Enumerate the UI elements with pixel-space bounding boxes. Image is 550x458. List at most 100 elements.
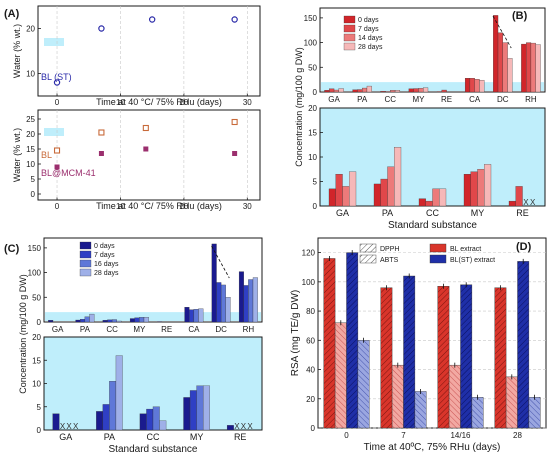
bar-my-s0	[129, 318, 135, 323]
zoom-region	[321, 82, 544, 91]
missing-marker: X	[523, 198, 529, 207]
y-tick-label: 20	[26, 25, 35, 34]
bar-rh-s2	[530, 42, 536, 93]
data-point-bl-st	[98, 25, 105, 32]
bar-rh-s3	[535, 44, 541, 93]
bar-3-day-0	[357, 340, 370, 429]
category-label: 28	[513, 431, 522, 440]
category-label: RE	[516, 208, 529, 218]
bar-dc-s1	[216, 282, 222, 323]
bar-2-day-2	[460, 284, 473, 429]
category-label: CC	[106, 325, 118, 334]
zoom-bar-pa-s2	[109, 381, 117, 431]
bar-my-s1	[413, 88, 419, 93]
y-tick-label: 15	[32, 356, 41, 365]
bar-ca-s1	[189, 309, 195, 323]
category-label: 7	[401, 431, 406, 440]
y-tick-label: 5	[37, 403, 42, 412]
missing-marker: X	[234, 422, 240, 431]
legend-swatch	[343, 33, 356, 42]
y-axis-label: RSA (mg TE/g DW)	[290, 290, 301, 377]
zoom-bar-my-s1	[189, 390, 197, 431]
bar-ca-s0	[184, 307, 190, 323]
zoom-bar-pa-s2	[387, 166, 395, 207]
zoom-bar-my-s1	[470, 171, 478, 207]
y-tick-label: 150	[28, 244, 42, 253]
bar-re-s1	[441, 89, 447, 93]
legend-label: BL(ST) extract	[450, 257, 495, 264]
x-axis-label: Standard substance	[388, 220, 477, 231]
legend-label: 28 days	[358, 44, 383, 51]
y-tick-label: 20	[306, 395, 315, 404]
bar-1-day-1	[391, 364, 404, 429]
zoom-bar-ga-s3	[349, 171, 357, 207]
x-tick-label: 20	[179, 98, 188, 107]
zoom-bar-cc-s0	[418, 198, 426, 207]
panel-label: (B)	[512, 10, 528, 22]
bar-dc-s0	[493, 15, 499, 93]
bar-rh-s1	[243, 285, 249, 323]
category-label: CC	[385, 95, 397, 104]
bar-dc-s3	[225, 297, 231, 323]
category-label: MY	[412, 95, 425, 104]
y-tick-label: 20	[32, 333, 41, 342]
bar-cc-s2	[390, 90, 396, 93]
bar-ga-s2	[333, 89, 339, 93]
zoom-bar-my-s3	[202, 385, 210, 431]
zoom-bar-cc-s1	[146, 408, 154, 431]
x-tick-label: 10	[116, 98, 125, 107]
zoom-bar-my-s2	[477, 169, 485, 207]
highlight-band	[44, 38, 64, 46]
legend-label: 7 days	[358, 26, 379, 33]
bar-2-day-1	[403, 275, 416, 429]
y-tick-label: 10	[308, 153, 317, 162]
bar-dc-s2	[502, 42, 508, 93]
zoom-bar-ga-s0	[52, 413, 60, 431]
legend-label: 28 days	[94, 270, 119, 277]
y-tick-label: 50	[308, 63, 317, 72]
bar-rh-s0	[521, 43, 527, 93]
y-tick-label: 100	[302, 278, 316, 287]
y-tick-label: 0	[37, 426, 42, 435]
bar-my-s0	[408, 88, 414, 93]
data-point-bl-mcm41	[143, 146, 149, 152]
y-tick-label: 10	[26, 160, 35, 169]
data-point-bl-st	[148, 16, 156, 23]
bar-rh-s1	[526, 42, 532, 93]
bar-pa-s1	[357, 89, 363, 93]
zoom-bar-ga-s0	[328, 188, 336, 207]
panel-d: (D) 0 20 40 60 80 100 120 0 7 14/16 28 Time at 40ºC,…	[290, 237, 547, 453]
data-point-bl	[53, 147, 61, 154]
category-label: CC	[426, 208, 439, 218]
y-tick-label: 15	[308, 129, 317, 138]
y-tick-label: 100	[304, 39, 318, 48]
zoom-bar-cc-s3	[439, 188, 447, 207]
bar-ga-s0	[324, 90, 330, 93]
panel-b: (B) 0 50 100 150 GA PA CC MY RE CA DC RH 0 5 10 15 20 GA PA…	[294, 7, 546, 231]
zoom-bar-cc-s3	[159, 420, 167, 431]
category-label: DC	[497, 95, 509, 104]
y-tick-label: 0	[31, 190, 36, 199]
panel-label: (C)	[4, 243, 20, 255]
bar-pa-s3	[89, 313, 95, 323]
series-label-bl-mcm41: BL@MCM-41	[41, 168, 96, 178]
y-tick-label: 0	[313, 202, 318, 211]
missing-marker: X	[73, 422, 79, 431]
legend-label: DPPH	[380, 246, 399, 253]
x-tick-label: 0	[55, 202, 60, 211]
y-axis-label: Water (% wt.)	[12, 24, 22, 78]
missing-marker: X	[241, 422, 247, 431]
bar-ga-s0	[48, 320, 54, 323]
data-point-bl-st	[231, 16, 238, 23]
x-axis-label: Time at 40ºC, 75% RHu (days)	[364, 442, 501, 453]
zoom-bar-cc-s2	[432, 188, 440, 207]
category-label: DC	[215, 325, 227, 334]
category-label: CA	[469, 95, 481, 104]
legend-label: ABTS	[380, 257, 399, 264]
y-axis-label: Concentration (mg/100 g DW)	[18, 274, 28, 394]
bar-my-s3	[143, 317, 149, 323]
zoom-bar-pa-s3	[394, 147, 402, 207]
bar-1-day-0	[334, 322, 347, 429]
y-tick-label: 25	[26, 115, 35, 124]
